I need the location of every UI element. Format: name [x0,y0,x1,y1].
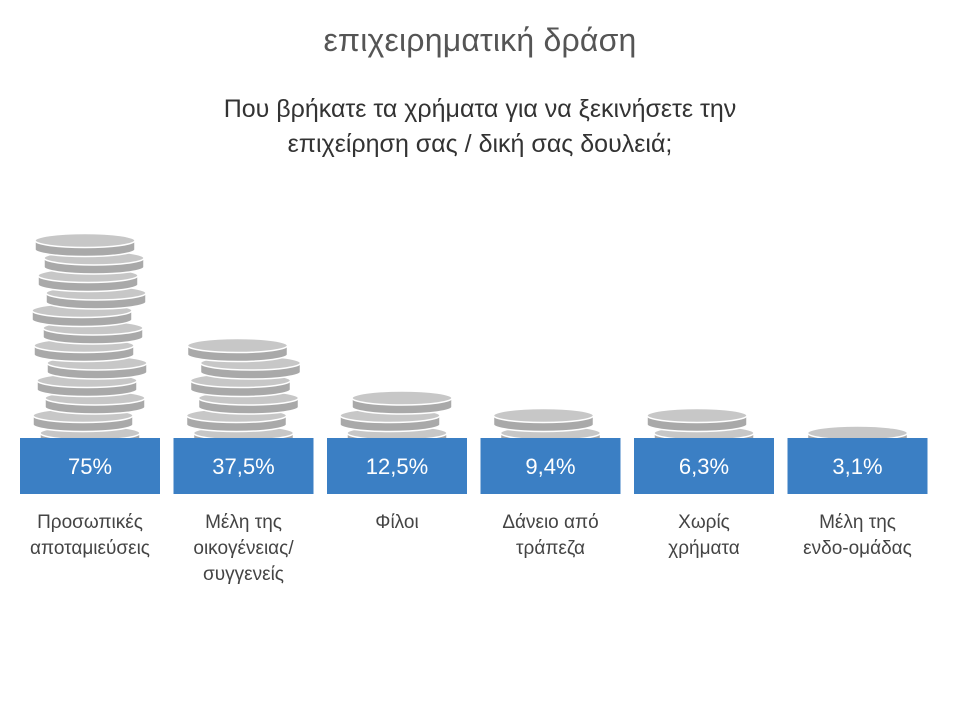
value-bar [173,438,314,494]
category-label-line: ενδο-ομάδας [803,538,912,559]
category-label-line: Μέλη της [819,512,896,533]
bar-group: 3,1% [787,425,928,494]
page-title: επιχειρηματική δράση [323,22,637,58]
value-label: 9,4% [525,454,575,479]
category-label-line: Φίλοι [375,512,419,533]
category-label: Μέλη της οικογένειας/συγγενείς [169,510,319,588]
value-label: 75% [68,454,112,479]
category-label-line: συγγενείς [203,564,284,585]
category-label-line: τράπεζα [516,538,585,559]
coin-icon [351,390,453,415]
bar-group: 37,5% [173,337,314,494]
category-label-line: οικογένειας/ [193,538,294,559]
survey-question: Που βρήκατε τα χρήματα για να ξεκινήσετε… [140,92,820,162]
category-label: Φίλοι [322,510,472,536]
value-bar [787,438,928,494]
value-bar [480,438,621,494]
category-label-line: χρήματα [668,538,740,559]
category-label-line: αποταμιεύσεις [30,538,150,559]
question-line-1: Που βρήκατε τα χρήματα για να ξεκινήσετε… [223,95,737,123]
value-bar [327,438,467,494]
category-label: Δάνειο από τράπεζα [476,510,626,562]
coin-stack [31,232,148,450]
question-line-2: επιχείρηση σας / δική σας δουλειά; [287,130,673,158]
category-label-line: Δάνειο από [502,512,599,533]
category-label: Προσωπικές αποταμιεύσεις [15,510,165,562]
category-label: Μέλη της ενδο-ομάδας [783,510,933,562]
value-bar [634,438,774,494]
value-label: 37,5% [212,454,274,479]
bar-group: 12,5% [327,390,467,494]
bar-group: 6,3% [634,407,774,494]
category-label: Χωρίς χρήματα [629,510,779,562]
category-label-line: Προσωπικές [37,512,143,533]
category-label-line: Μέλη της [205,512,282,533]
value-bar [20,438,160,494]
coin-icon [646,407,748,433]
category-label-line: Χωρίς [678,512,730,533]
bar-group: 9,4% [480,407,621,494]
coin-icon [492,407,595,433]
coin-stack [339,390,453,450]
value-label: 12,5% [366,454,428,479]
coin-icon [186,337,289,363]
value-label: 6,3% [679,454,729,479]
coin-stack [185,337,302,450]
bar-group: 75% [20,232,160,494]
value-label: 3,1% [832,454,882,479]
coin-icon [34,232,136,258]
